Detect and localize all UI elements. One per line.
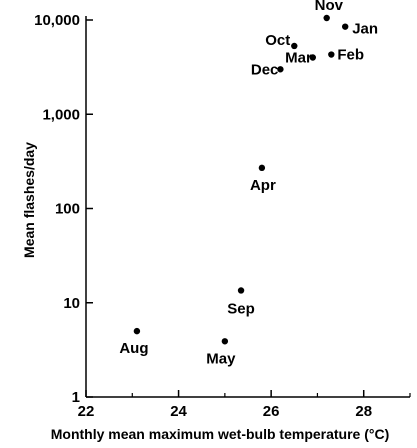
data-point-oct — [291, 42, 298, 50]
x-tick-label: 28 — [355, 403, 372, 420]
data-point-apr — [258, 164, 266, 172]
data-point-jan — [342, 23, 349, 30]
point-label-sep: Sep — [227, 300, 255, 317]
data-point-feb — [328, 51, 335, 58]
point-label-may: May — [206, 350, 236, 367]
y-tick-label: 100 — [55, 201, 80, 218]
data-point-nov — [323, 14, 330, 22]
data-point-sep — [237, 287, 245, 294]
axes — [85, 16, 410, 398]
point-label-oct: Oct — [265, 32, 290, 49]
x-tick-label: 24 — [170, 403, 187, 420]
point-labels: Nov Jan Oct Feb Mar Dec Apr Sep Aug May — [119, 0, 378, 367]
data-point-may — [221, 338, 229, 345]
y-tick-label: 10 — [63, 295, 80, 312]
point-label-dec: Dec — [251, 61, 279, 78]
ticks: 22 24 26 28 1 10 100 1,000 10,000 — [34, 12, 411, 420]
y-tick-label: 1 — [72, 389, 80, 406]
y-tick-label: 10,000 — [34, 12, 80, 29]
x-axis-title: Monthly mean maximum wet-bulb temperatur… — [51, 426, 390, 442]
point-label-nov: Nov — [315, 0, 344, 14]
x-tick-label: 26 — [263, 403, 280, 420]
data-point-dec — [277, 66, 284, 73]
data-points — [133, 14, 349, 345]
point-label-feb: Feb — [337, 47, 364, 64]
data-point-mar — [309, 54, 316, 61]
point-label-aug: Aug — [119, 340, 148, 357]
y-axis-title: Mean flashes/day — [21, 142, 37, 258]
point-label-jan: Jan — [352, 21, 378, 38]
point-label-apr: Apr — [250, 177, 276, 194]
point-label-mar: Mar — [285, 50, 312, 67]
data-point-aug — [133, 327, 141, 335]
x-tick-label: 22 — [78, 403, 95, 420]
y-tick-label: 1,000 — [42, 106, 80, 123]
